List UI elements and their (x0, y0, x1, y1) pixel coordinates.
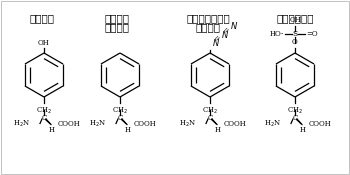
Text: $N$: $N$ (230, 20, 238, 31)
Text: チロシン: チロシン (29, 13, 55, 23)
Text: HO-: HO- (270, 30, 284, 38)
Text: CH$_2$: CH$_2$ (202, 106, 218, 116)
Text: CH$_2$: CH$_2$ (36, 106, 52, 116)
Text: アラニン: アラニン (105, 22, 130, 32)
Text: =O: =O (306, 30, 318, 38)
Text: C: C (292, 114, 298, 122)
Text: CH$_2$: CH$_2$ (112, 106, 128, 116)
Text: H: H (49, 126, 55, 134)
Text: H$_2$N: H$_2$N (13, 119, 30, 129)
Text: H$_2$N: H$_2$N (89, 119, 106, 129)
Text: C: C (207, 114, 213, 122)
Text: H$_2$N: H$_2$N (179, 119, 196, 129)
Text: O: O (292, 38, 298, 46)
Text: H: H (300, 126, 306, 134)
Text: C: C (117, 114, 122, 122)
Text: S: S (292, 30, 298, 38)
Text: COOH: COOH (58, 120, 81, 128)
Text: C: C (41, 114, 47, 122)
Text: OH: OH (289, 16, 301, 24)
Text: $N$: $N$ (221, 29, 229, 40)
Text: =: = (222, 25, 232, 35)
Text: COOH: COOH (224, 120, 247, 128)
Text: CH$_2$: CH$_2$ (287, 106, 303, 116)
Text: H: H (125, 126, 131, 134)
Text: =: = (213, 33, 223, 43)
Text: COOH: COOH (134, 120, 157, 128)
Text: OH: OH (38, 39, 50, 47)
Text: H$_2$N: H$_2$N (264, 119, 281, 129)
Text: アジドフェニル: アジドフェニル (186, 13, 230, 23)
Text: $N$: $N$ (212, 37, 220, 48)
Text: フェニル: フェニル (105, 13, 130, 23)
Text: アラニン: アラニン (196, 22, 220, 32)
Text: H: H (215, 126, 221, 134)
Text: COOH: COOH (309, 120, 332, 128)
Text: 硫酸チロシン: 硫酸チロシン (276, 13, 314, 23)
